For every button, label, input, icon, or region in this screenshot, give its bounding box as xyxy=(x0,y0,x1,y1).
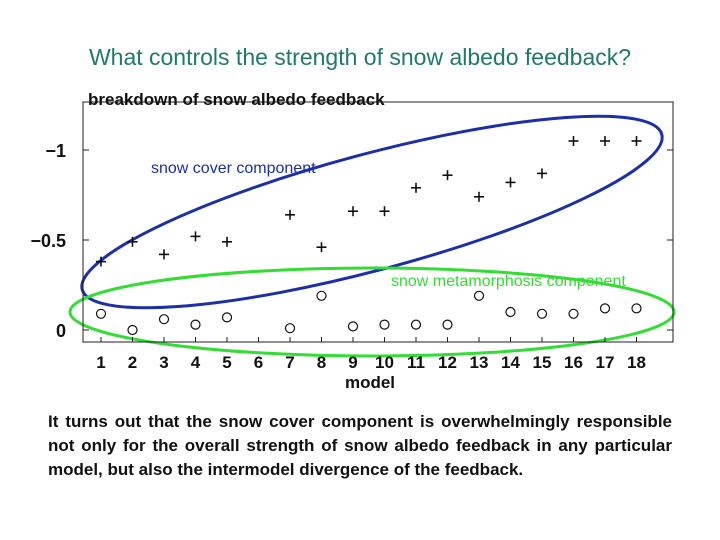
snow-metamorphosis-point xyxy=(284,323,296,334)
snow-cover-point xyxy=(379,206,390,217)
snow-metamorphosis-point xyxy=(127,324,138,336)
plot-area xyxy=(82,101,674,343)
snow-metamorphosis-point xyxy=(568,308,579,319)
snow-cover-point xyxy=(190,231,201,242)
y-tick-label: −1 xyxy=(45,141,66,161)
snow-metamorphosis-point xyxy=(473,290,485,301)
snow-metamorphosis-point xyxy=(631,303,642,314)
snow-metamorphosis-point xyxy=(95,308,107,319)
snow-cover-point xyxy=(411,182,421,193)
x-tick-label: 12 xyxy=(438,353,457,372)
snow-cover-point xyxy=(348,206,358,217)
x-tick-label: 5 xyxy=(222,353,231,372)
x-tick-label: 13 xyxy=(470,353,489,372)
x-tick-label: 10 xyxy=(375,353,394,372)
snow-albedo-chart: breakdown of snow albedo feedback −1 −0.5… xyxy=(30,90,676,392)
chart-title: breakdown of snow albedo feedback xyxy=(88,90,385,109)
snow-metamorphosis-point xyxy=(316,290,327,301)
snow-metamorphosis-point xyxy=(158,314,170,325)
snow-metamorphosis-point xyxy=(221,312,233,323)
x-tick-label: 14 xyxy=(501,353,520,372)
snow-metamorphosis-point xyxy=(505,306,516,318)
slide-caption: It turns out that the snow cover compone… xyxy=(48,412,672,479)
snow-cover-point xyxy=(159,249,169,260)
x-tick-label: 8 xyxy=(317,353,326,372)
snow-metamorphosis-point xyxy=(410,319,422,330)
snow-metamorphosis-point xyxy=(599,303,611,314)
snow-metamorphosis-point xyxy=(379,319,390,330)
x-tick-label: 17 xyxy=(596,353,615,372)
snow-metamorphosis-group-ellipse xyxy=(68,266,676,358)
snow-cover-point xyxy=(127,236,138,247)
x-tick-label: 16 xyxy=(564,353,583,372)
snow-cover-point xyxy=(600,136,610,146)
snow-cover-point xyxy=(568,136,579,146)
slide-title: What controls the strength of snow albed… xyxy=(88,44,632,70)
snow-cover-point xyxy=(285,209,295,220)
x-tick-label: 18 xyxy=(627,353,646,372)
snow-metamorphosis-point xyxy=(442,319,453,330)
snow-cover-point xyxy=(96,256,106,267)
x-tick-label: 7 xyxy=(285,353,294,372)
snow-cover-annotation: snow cover component xyxy=(151,160,316,177)
x-tick-label: 2 xyxy=(128,353,137,372)
x-tick-label: 6 xyxy=(254,353,263,372)
snow-cover-point xyxy=(442,170,453,181)
x-axis-label: model xyxy=(345,373,395,392)
snow-metamorphosis-point xyxy=(190,319,201,330)
x-tick-label: 15 xyxy=(533,353,552,372)
snow-metamorphosis-annotation: snow metamorphosis component xyxy=(391,273,626,290)
snow-metamorphosis-point xyxy=(347,321,359,332)
snow-cover-point xyxy=(222,236,232,247)
snow-cover-point xyxy=(505,177,516,188)
x-tick-label: 1 xyxy=(96,353,105,372)
x-tick-label: 9 xyxy=(348,353,357,372)
x-tick-label: 4 xyxy=(191,353,201,372)
x-tick-label: 3 xyxy=(159,353,168,372)
snow-metamorphosis-point xyxy=(536,308,548,319)
y-tick-label: 0 xyxy=(56,321,66,341)
snow-cover-group-ellipse xyxy=(80,114,664,310)
snow-cover-point xyxy=(631,136,642,146)
x-tick-label: 11 xyxy=(407,353,425,372)
snow-cover-point xyxy=(537,168,547,179)
y-tick-label: −0.5 xyxy=(30,231,66,251)
snow-cover-point xyxy=(474,191,484,202)
snow-cover-point xyxy=(316,242,327,253)
